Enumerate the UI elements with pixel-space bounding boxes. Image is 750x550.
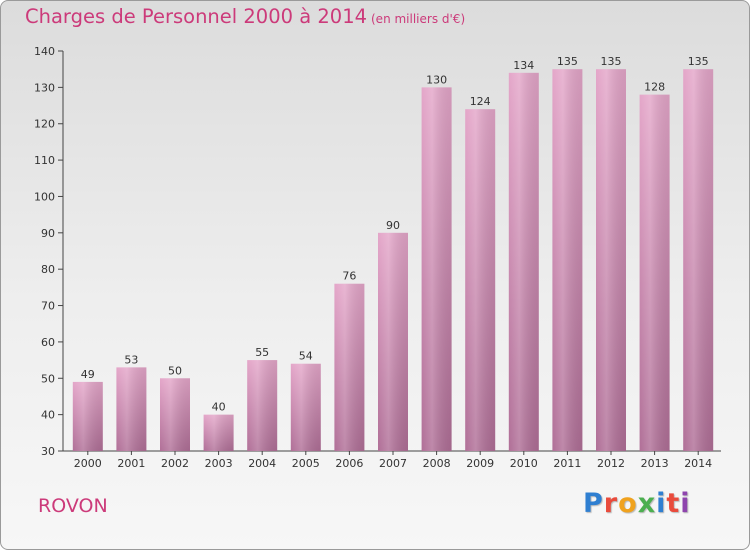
data-label-2001: 53 xyxy=(124,353,138,366)
data-label-2002: 50 xyxy=(168,364,182,377)
data-labels: 49 53 50 40 55 54 76 90 130 124 134 135 135 128 135 xyxy=(81,55,709,413)
y-tick-label: 90 xyxy=(41,227,55,240)
y-tick-label: 80 xyxy=(41,263,55,276)
x-tick-label: 2013 xyxy=(641,457,669,470)
x-tick-label: 2009 xyxy=(466,457,494,470)
bars xyxy=(72,69,714,452)
y-tick-label: 130 xyxy=(34,81,55,94)
data-label-2010: 134 xyxy=(513,59,534,72)
logo-letter: r xyxy=(603,488,619,519)
x-tick-label: 2007 xyxy=(379,457,407,470)
logo-letter: x xyxy=(637,488,657,519)
logo-letter: i xyxy=(656,488,667,519)
data-label-2009: 124 xyxy=(470,95,491,108)
data-label-2008: 130 xyxy=(426,73,447,86)
proxiti-logo: Proxiti xyxy=(583,488,691,519)
data-label-2004: 55 xyxy=(255,346,269,359)
y-tick-label: 40 xyxy=(41,409,55,422)
bar-shine xyxy=(290,363,321,451)
y-tick-label: 60 xyxy=(41,336,55,349)
data-label-2011: 135 xyxy=(557,55,578,68)
bar-shine xyxy=(465,109,496,451)
chart-title: Charges de Personnel 2000 à 2014 xyxy=(25,5,368,28)
y-tick-label: 70 xyxy=(41,300,55,313)
chart-subtitle: (en milliers d'€) xyxy=(371,12,466,26)
x-tick-label: 2012 xyxy=(597,457,625,470)
y-tick-label: 30 xyxy=(41,445,55,458)
bar-shine xyxy=(160,378,190,451)
bar-shine xyxy=(247,360,278,451)
logo-letter: o xyxy=(618,488,638,519)
bar-shine xyxy=(334,283,365,451)
bar-shine xyxy=(72,381,103,451)
y-axis: 30 40 50 60 70 80 90 100 110 120 130 140 xyxy=(34,45,64,458)
bar-shine xyxy=(596,69,626,451)
bar-shine xyxy=(552,69,583,451)
y-tick-label: 110 xyxy=(34,154,55,167)
x-tick-label: 2005 xyxy=(292,457,320,470)
bar-shine xyxy=(421,87,452,451)
bar-shine xyxy=(639,94,670,452)
x-tick-label: 2001 xyxy=(117,457,145,470)
bar-shine xyxy=(203,414,234,451)
data-label-2012: 135 xyxy=(601,55,622,68)
bar-shine xyxy=(116,367,147,451)
y-tick-label: 140 xyxy=(34,45,55,58)
logo-letter: i xyxy=(680,488,691,519)
x-axis: 2000 2001 2002 2003 2004 2005 2006 2007 2008 2009… xyxy=(63,450,721,470)
x-tick-label: 2003 xyxy=(205,457,233,470)
y-tick-label: 50 xyxy=(41,372,55,385)
y-tick-label: 100 xyxy=(34,190,55,203)
data-label-2006: 76 xyxy=(342,270,356,283)
data-label-2005: 54 xyxy=(299,350,313,363)
x-tick-label: 2011 xyxy=(553,457,581,470)
data-label-2013: 128 xyxy=(644,81,665,94)
bar-shine xyxy=(508,72,539,452)
x-tick-label: 2000 xyxy=(74,457,102,470)
x-tick-label: 2014 xyxy=(684,457,712,470)
bar-shine xyxy=(683,69,714,451)
x-tick-label: 2006 xyxy=(335,457,363,470)
x-tick-label: 2002 xyxy=(161,457,189,470)
x-tick-label: 2008 xyxy=(423,457,451,470)
x-tick-label: 2010 xyxy=(510,457,538,470)
logo-letter: P xyxy=(583,488,604,519)
data-label-2007: 90 xyxy=(386,219,400,232)
data-label-2000: 49 xyxy=(81,368,95,381)
data-label-2003: 40 xyxy=(212,401,226,414)
data-label-2014: 135 xyxy=(688,55,709,68)
y-tick-label: 120 xyxy=(34,118,55,131)
x-tick-label: 2004 xyxy=(248,457,276,470)
commune-name: ROVON xyxy=(38,495,108,517)
bar-shine xyxy=(378,232,408,451)
logo-letter: t xyxy=(666,488,681,519)
